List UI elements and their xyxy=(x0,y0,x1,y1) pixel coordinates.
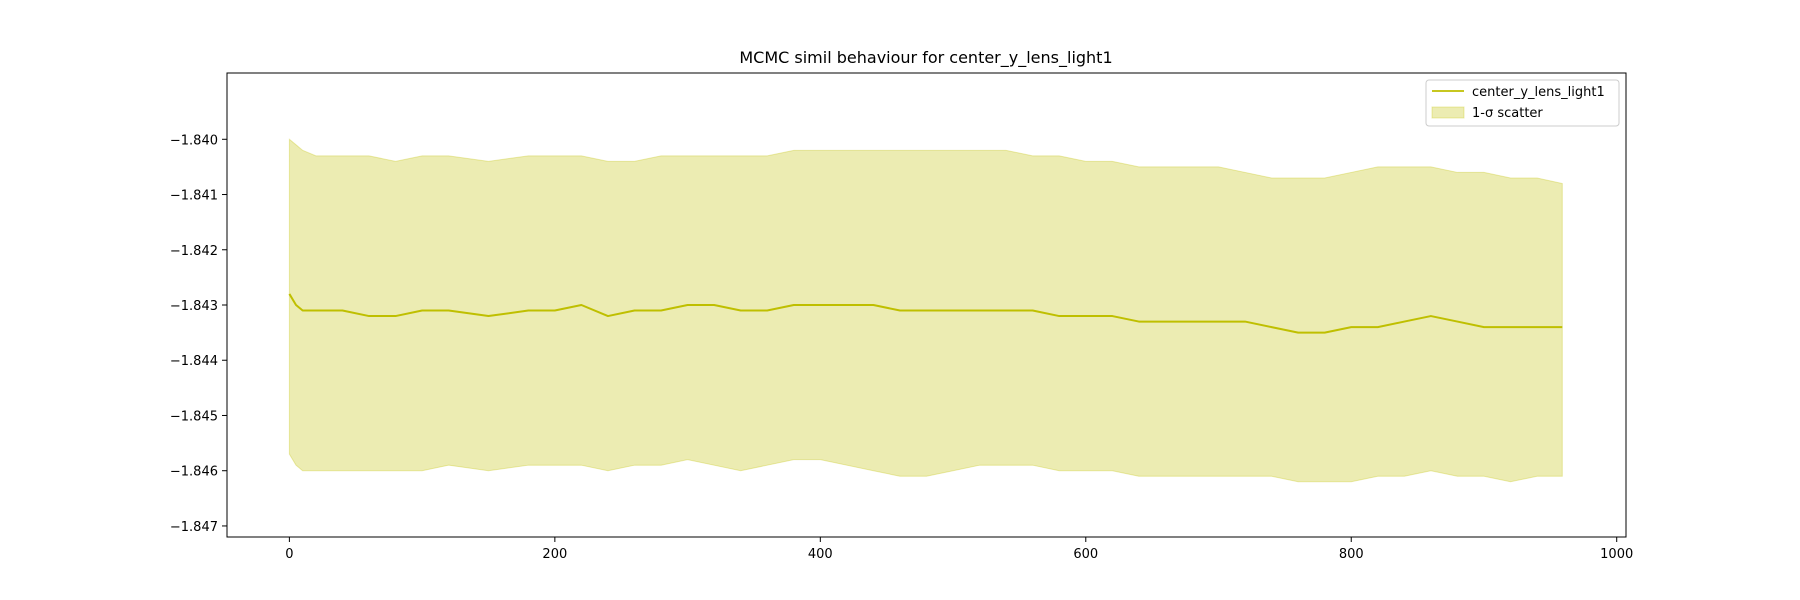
x-tick-label: 0 xyxy=(285,547,293,562)
x-tick-label: 800 xyxy=(1339,547,1364,562)
x-tick-label: 200 xyxy=(542,547,567,562)
y-tick-label: −1.845 xyxy=(170,409,218,424)
legend-label-band: 1-σ scatter xyxy=(1472,106,1543,121)
legend-band-swatch xyxy=(1431,106,1465,119)
y-tick-label: −1.840 xyxy=(170,133,218,148)
y-tick-label: −1.846 xyxy=(170,465,218,480)
x-axis: 0 200 400 600 800 1000 xyxy=(285,537,1633,562)
y-tick-label: −1.841 xyxy=(170,189,218,204)
y-axis: −1.840 −1.841 −1.842 −1.843 −1.844 −1.845 −1.8… xyxy=(170,133,227,535)
chart-title: MCMC simil behaviour for center_y_lens_l… xyxy=(739,48,1112,68)
legend: center_y_lens_light1 1-σ scatter xyxy=(1425,79,1620,127)
line-layer xyxy=(288,293,1563,334)
legend-box xyxy=(1425,79,1620,127)
y-tick-label: −1.844 xyxy=(170,354,218,369)
legend-label-line: center_y_lens_light1 xyxy=(1472,85,1605,100)
x-tick-label: 400 xyxy=(808,547,833,562)
y-tick-label: −1.847 xyxy=(170,520,218,535)
y-tick-label: −1.842 xyxy=(170,244,218,259)
y-tick-label: −1.843 xyxy=(170,299,218,314)
series-line xyxy=(288,293,1563,334)
x-tick-label: 1000 xyxy=(1600,547,1633,562)
x-tick-label: 600 xyxy=(1073,547,1098,562)
